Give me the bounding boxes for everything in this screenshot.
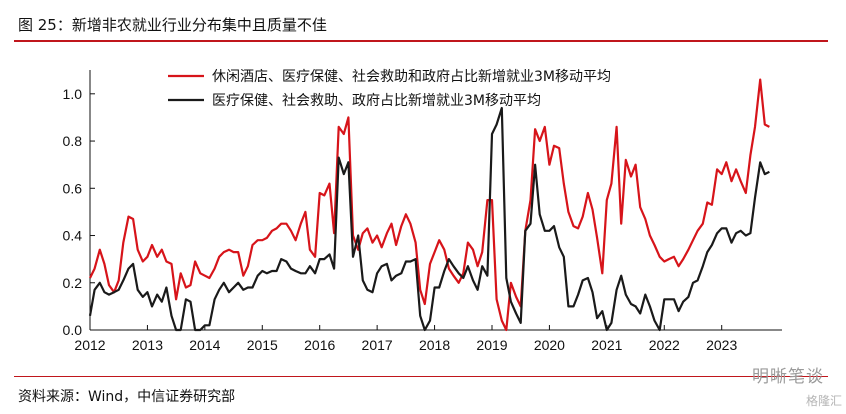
y-tick-label: 0.0	[63, 322, 83, 338]
x-tick-label: 2017	[362, 337, 393, 353]
x-tick-label: 2015	[247, 337, 278, 353]
chart-series-layer	[88, 78, 770, 332]
x-tick-label: 2013	[132, 337, 163, 353]
source-divider	[14, 376, 828, 377]
y-tick-label: 0.2	[63, 275, 83, 291]
source-note: 资料来源：Wind，中信证券研究部	[18, 389, 236, 405]
x-tick-label: 2018	[419, 337, 450, 353]
legend-label: 休闲酒店、医疗保健、社会救助和政府占比新增就业3M移动平均	[212, 69, 611, 85]
x-tick-label: 2012	[74, 337, 105, 353]
y-tick-label: 0.4	[63, 228, 83, 244]
chart-legend: 休闲酒店、医疗保健、社会救助和政府占比新增就业3M移动平均医疗保健、社会救助、政…	[168, 69, 611, 109]
x-tick-label: 2016	[304, 337, 335, 353]
y-tick-label: 1.0	[63, 86, 83, 102]
title-divider	[14, 40, 828, 42]
series-line-red	[89, 78, 770, 332]
x-tick-label: 2019	[476, 337, 507, 353]
chart-axes: 0.0 0.2 0.4 0.6 0.8 1.0 2012 2013 2014 2015 2016 20…	[63, 70, 782, 353]
x-tick-label: 2020	[534, 337, 565, 353]
y-tick-label: 0.6	[63, 180, 83, 196]
watermark-sub-text: 格隆汇	[805, 394, 842, 408]
x-tick-label: 2023	[706, 337, 737, 353]
x-tick-label: 2021	[591, 337, 622, 353]
watermark-text: 明晰笔谈	[752, 367, 824, 387]
figure-title: 图 25：新增非农就业行业分布集中且质量不佳	[18, 16, 327, 34]
series-line-black	[88, 106, 770, 332]
x-tick-label: 2022	[649, 337, 680, 353]
y-tick-label: 0.8	[63, 133, 83, 149]
x-tick-label: 2014	[189, 337, 220, 353]
legend-label: 医疗保健、社会救助、政府占比新增就业3M移动平均	[212, 93, 541, 109]
